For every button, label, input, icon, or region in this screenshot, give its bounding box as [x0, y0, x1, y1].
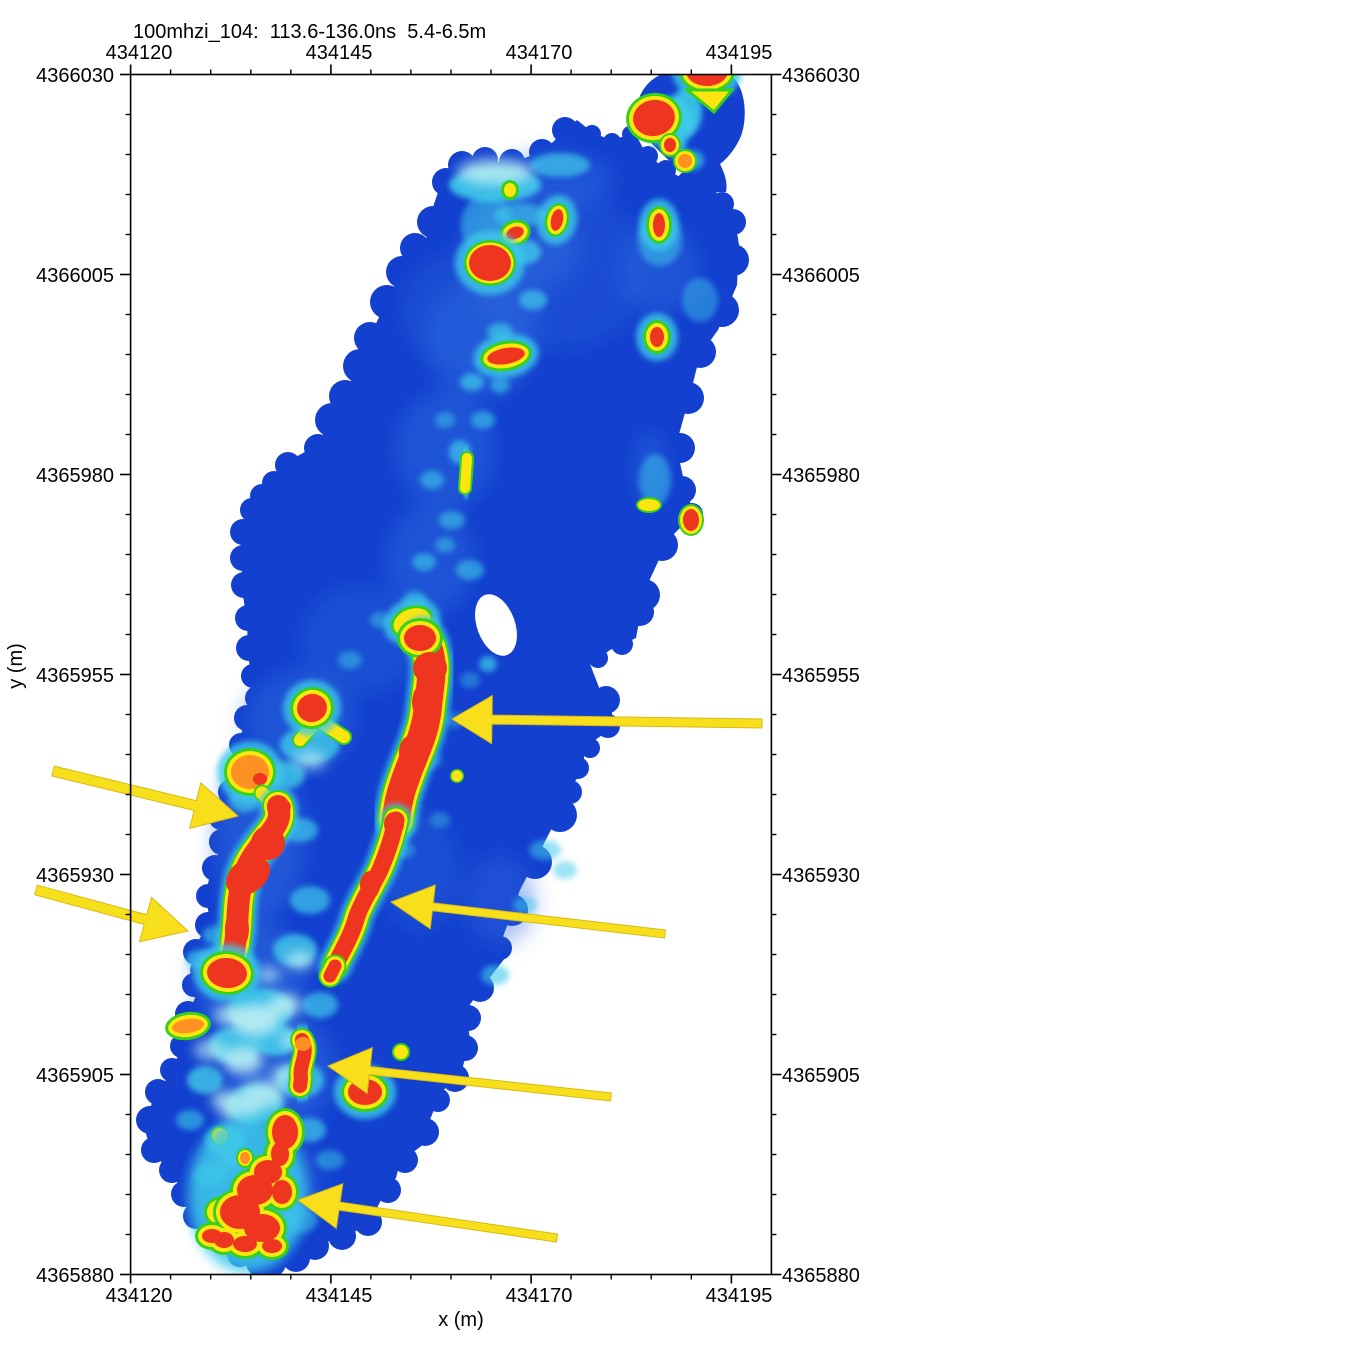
svg-text:434195: 434195 [706, 1285, 773, 1307]
svg-text:x (m): x (m) [438, 1309, 484, 1331]
svg-text:434120: 434120 [106, 42, 173, 64]
svg-text:4365905: 4365905 [36, 1065, 114, 1087]
svg-text:4365905: 4365905 [782, 1065, 860, 1087]
svg-text:434145: 434145 [306, 42, 373, 64]
svg-text:y (m): y (m) [5, 643, 27, 689]
svg-text:434195: 434195 [706, 42, 773, 64]
svg-text:4366005: 4366005 [36, 265, 114, 287]
svg-text:434120: 434120 [106, 1285, 173, 1307]
svg-text:4365980: 4365980 [782, 465, 860, 487]
svg-text:4365980: 4365980 [36, 465, 114, 487]
svg-text:4366005: 4366005 [782, 265, 860, 287]
svg-text:4365955: 4365955 [36, 665, 114, 687]
svg-text:434145: 434145 [306, 1285, 373, 1307]
svg-text:4365930: 4365930 [36, 865, 114, 887]
svg-text:4365880: 4365880 [36, 1265, 114, 1287]
svg-text:434170: 434170 [506, 1285, 573, 1307]
svg-text:4365930: 4365930 [782, 865, 860, 887]
svg-text:100mhzi_104: 113.6-136.0ns 5: 100mhzi_104: 113.6-136.0ns 5.4-6.5m [133, 21, 486, 43]
svg-text:434170: 434170 [506, 42, 573, 64]
svg-text:4365880: 4365880 [782, 1265, 860, 1287]
svg-text:4365955: 4365955 [782, 665, 860, 687]
svg-text:4366030: 4366030 [36, 65, 114, 87]
svg-text:4366030: 4366030 [782, 65, 860, 87]
